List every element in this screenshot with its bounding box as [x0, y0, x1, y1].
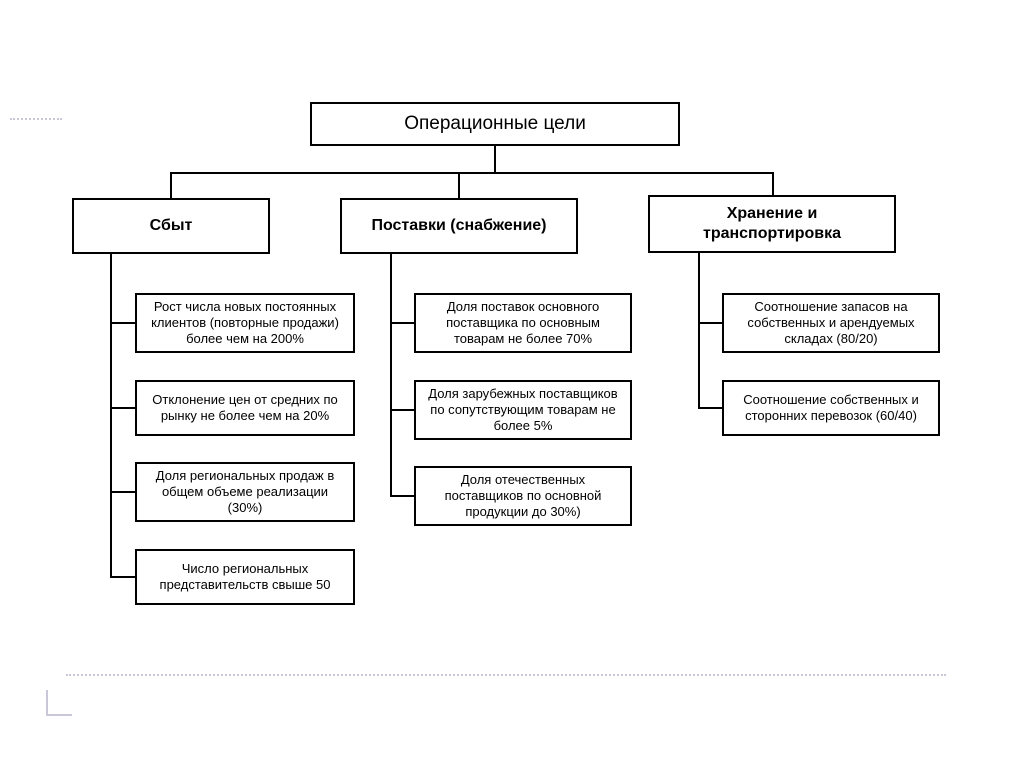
category-label: Сбыт: [150, 216, 193, 236]
leaf-label: Соотношение собственных и сторонних пере…: [732, 392, 930, 425]
connector: [494, 146, 496, 172]
category-label: Поставки (снабжение): [371, 216, 546, 236]
connector: [698, 322, 722, 324]
leaf-label: Соотношение запасов на собственных и аре…: [732, 299, 930, 348]
category-node-storage: Хранение и транспортировка: [648, 195, 896, 253]
connector: [170, 172, 774, 174]
leaf-label: Рост числа новых постоянных клиентов (по…: [145, 299, 345, 348]
category-node-supply: Поставки (снабжение): [340, 198, 578, 254]
leaf-label: Число региональных представительств свыш…: [145, 561, 345, 594]
connector: [458, 172, 460, 198]
connector: [390, 322, 414, 324]
connector: [390, 495, 414, 497]
connector: [110, 254, 112, 577]
connector: [110, 407, 135, 409]
leaf-label: Отклонение цен от средних по рынку не бо…: [145, 392, 345, 425]
leaf-node: Доля зарубежных поставщиков по сопутству…: [414, 380, 632, 440]
leaf-node: Доля отечественных поставщиков по основн…: [414, 466, 632, 526]
leaf-node: Отклонение цен от средних по рынку не бо…: [135, 380, 355, 436]
root-node: Операционные цели: [310, 102, 680, 146]
connector: [390, 254, 392, 496]
root-label: Операционные цели: [404, 112, 586, 136]
connector: [698, 253, 700, 408]
connector: [110, 576, 135, 578]
slide-top-dotted: [10, 118, 62, 120]
leaf-label: Доля зарубежных поставщиков по сопутству…: [424, 386, 622, 435]
leaf-node: Число региональных представительств свыш…: [135, 549, 355, 605]
connector: [170, 172, 172, 198]
category-node-sales: Сбыт: [72, 198, 270, 254]
leaf-label: Доля отечественных поставщиков по основн…: [424, 472, 622, 521]
connector: [698, 407, 722, 409]
connector: [772, 172, 774, 195]
slide-bottom-dotted: [66, 674, 946, 676]
diagram-canvas: Операционные цели Сбыт Рост числа новых …: [0, 0, 1024, 767]
slide-corner-icon: [46, 690, 72, 716]
leaf-node: Доля региональных продаж в общем объеме …: [135, 462, 355, 522]
leaf-node: Рост числа новых постоянных клиентов (по…: [135, 293, 355, 353]
leaf-label: Доля региональных продаж в общем объеме …: [145, 468, 345, 517]
connector: [110, 491, 135, 493]
leaf-node: Соотношение собственных и сторонних пере…: [722, 380, 940, 436]
connector: [390, 409, 414, 411]
leaf-label: Доля поставок основного поставщика по ос…: [424, 299, 622, 348]
leaf-node: Доля поставок основного поставщика по ос…: [414, 293, 632, 353]
leaf-node: Соотношение запасов на собственных и аре…: [722, 293, 940, 353]
connector: [110, 322, 135, 324]
category-label: Хранение и транспортировка: [658, 204, 886, 244]
